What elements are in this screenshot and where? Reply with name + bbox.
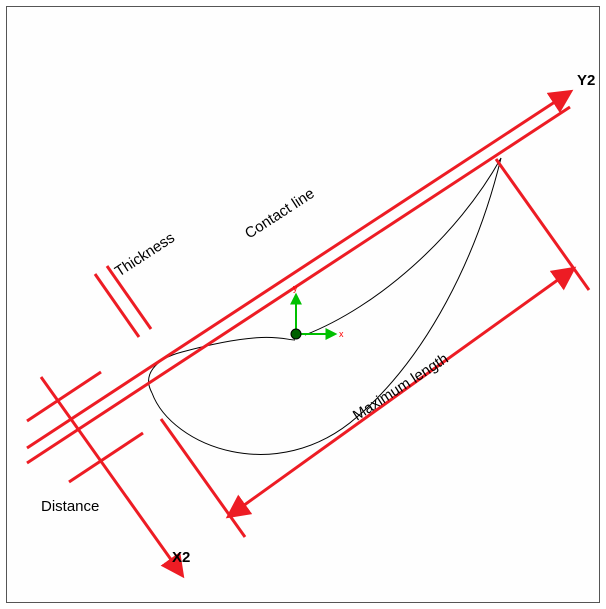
maxlen-extension-1: [496, 159, 589, 290]
maximum-length-label: Maximum length: [350, 350, 452, 424]
y2-axis-label: Y2: [577, 72, 595, 89]
origin-dot: [291, 329, 301, 339]
distance-tick-2: [69, 433, 143, 482]
diagram-frame: Contact line Thickness Distance Maximum …: [6, 6, 600, 603]
x2-axis-label: X2: [172, 549, 190, 566]
maxlen-extension-2: [161, 419, 245, 537]
blade-outer-curve: [152, 158, 501, 454]
thickness-tick-2: [107, 266, 151, 329]
distance-tick-1: [27, 372, 101, 421]
diagram-svg: Contact line Thickness Distance Maximum …: [7, 7, 601, 604]
thickness-tick-1: [95, 274, 139, 337]
contact-line-label: Contact line: [242, 185, 318, 242]
thickness-label: Thickness: [112, 229, 178, 280]
mini-y-label: y: [293, 283, 298, 293]
distance-label: Distance: [41, 498, 99, 515]
contact-line: [27, 107, 570, 463]
mini-x-label: x: [339, 329, 344, 339]
